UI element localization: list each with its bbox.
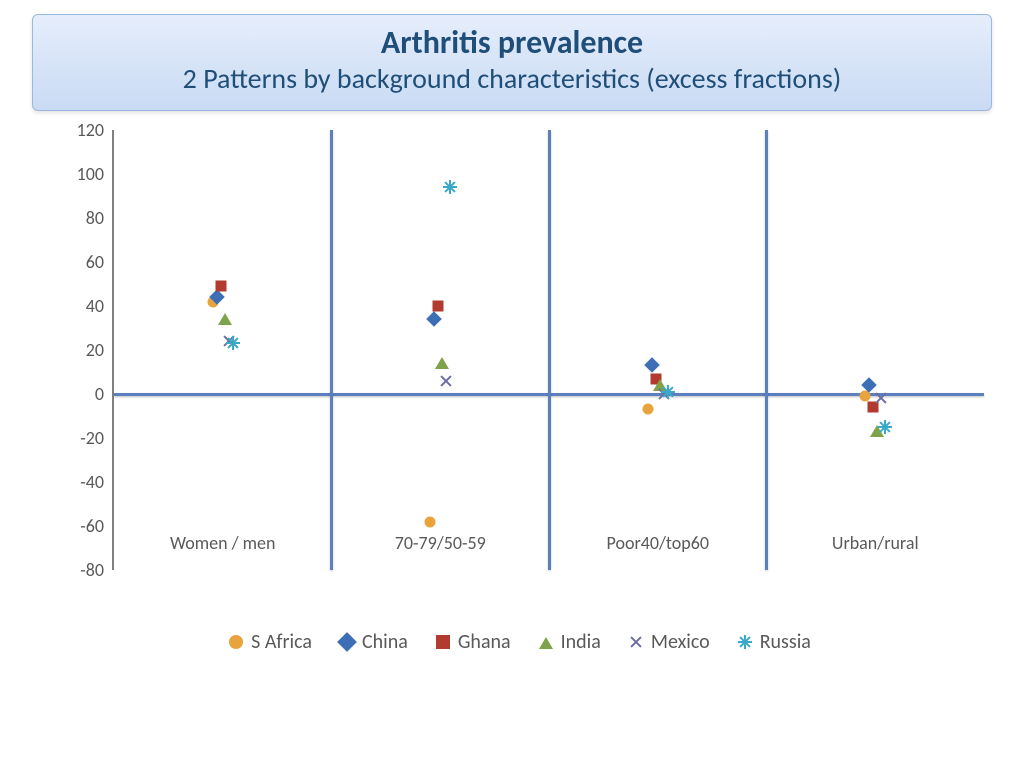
category-label: Urban/rural bbox=[832, 532, 919, 554]
y-tick-label: 100 bbox=[40, 163, 104, 185]
data-point bbox=[215, 281, 226, 292]
y-tick-label: 20 bbox=[40, 339, 104, 361]
legend-label: China bbox=[362, 630, 408, 654]
y-tick-label: -60 bbox=[40, 515, 104, 537]
category-label: Women / men bbox=[170, 532, 275, 554]
legend-item: Ghana bbox=[436, 630, 511, 654]
data-point bbox=[426, 311, 442, 327]
chart-subtitle: 2 Patterns by background characteristics… bbox=[53, 62, 971, 96]
data-point bbox=[439, 374, 453, 388]
data-point bbox=[642, 404, 653, 415]
y-tick-label: 0 bbox=[40, 383, 104, 405]
legend-item: India bbox=[539, 630, 601, 654]
legend-swatch bbox=[738, 635, 752, 649]
legend-item: S Africa bbox=[229, 630, 312, 654]
y-tick-label: -20 bbox=[40, 427, 104, 449]
plot-area bbox=[114, 130, 984, 570]
data-point bbox=[443, 180, 457, 194]
y-tick-label: 40 bbox=[40, 295, 104, 317]
chart-title: Arthritis prevalence bbox=[53, 25, 971, 60]
legend-label: Ghana bbox=[458, 630, 511, 654]
legend-item: Mexico bbox=[629, 630, 710, 654]
title-box: Arthritis prevalence 2 Patterns by backg… bbox=[32, 14, 992, 111]
y-tick-label: -40 bbox=[40, 471, 104, 493]
data-point bbox=[661, 385, 675, 399]
legend-label: India bbox=[561, 630, 601, 654]
chart-area: 120 100 80 60 40 20 0 -20 -40 -60 -80 Women / men 7… bbox=[40, 120, 1000, 680]
y-tick-label: 120 bbox=[40, 119, 104, 141]
data-point bbox=[425, 516, 436, 527]
legend-swatch bbox=[629, 635, 643, 649]
legend-swatch bbox=[436, 635, 450, 649]
data-point bbox=[878, 420, 892, 434]
y-tick-label: -80 bbox=[40, 559, 104, 581]
data-point bbox=[435, 357, 449, 369]
data-point bbox=[644, 358, 660, 374]
legend-swatch bbox=[539, 635, 553, 649]
legend: S Africa China Ghana India Mexico Russia bbox=[40, 630, 1000, 655]
data-point bbox=[218, 313, 232, 325]
slide-root: Arthritis prevalence 2 Patterns by backg… bbox=[0, 0, 1024, 768]
legend-label: Mexico bbox=[651, 630, 710, 654]
legend-label: Russia bbox=[760, 630, 811, 654]
data-point bbox=[226, 336, 240, 350]
category-label: Poor40/top60 bbox=[607, 532, 709, 554]
legend-label: S Africa bbox=[251, 630, 312, 654]
legend-swatch bbox=[229, 635, 243, 649]
data-point bbox=[874, 391, 888, 405]
category-label: 70-79/50-59 bbox=[395, 532, 486, 554]
y-tick-label: 60 bbox=[40, 251, 104, 273]
legend-swatch bbox=[337, 632, 357, 652]
y-tick-label: 80 bbox=[40, 207, 104, 229]
data-point bbox=[433, 301, 444, 312]
legend-item: Russia bbox=[738, 630, 811, 654]
legend-item: China bbox=[340, 630, 408, 654]
